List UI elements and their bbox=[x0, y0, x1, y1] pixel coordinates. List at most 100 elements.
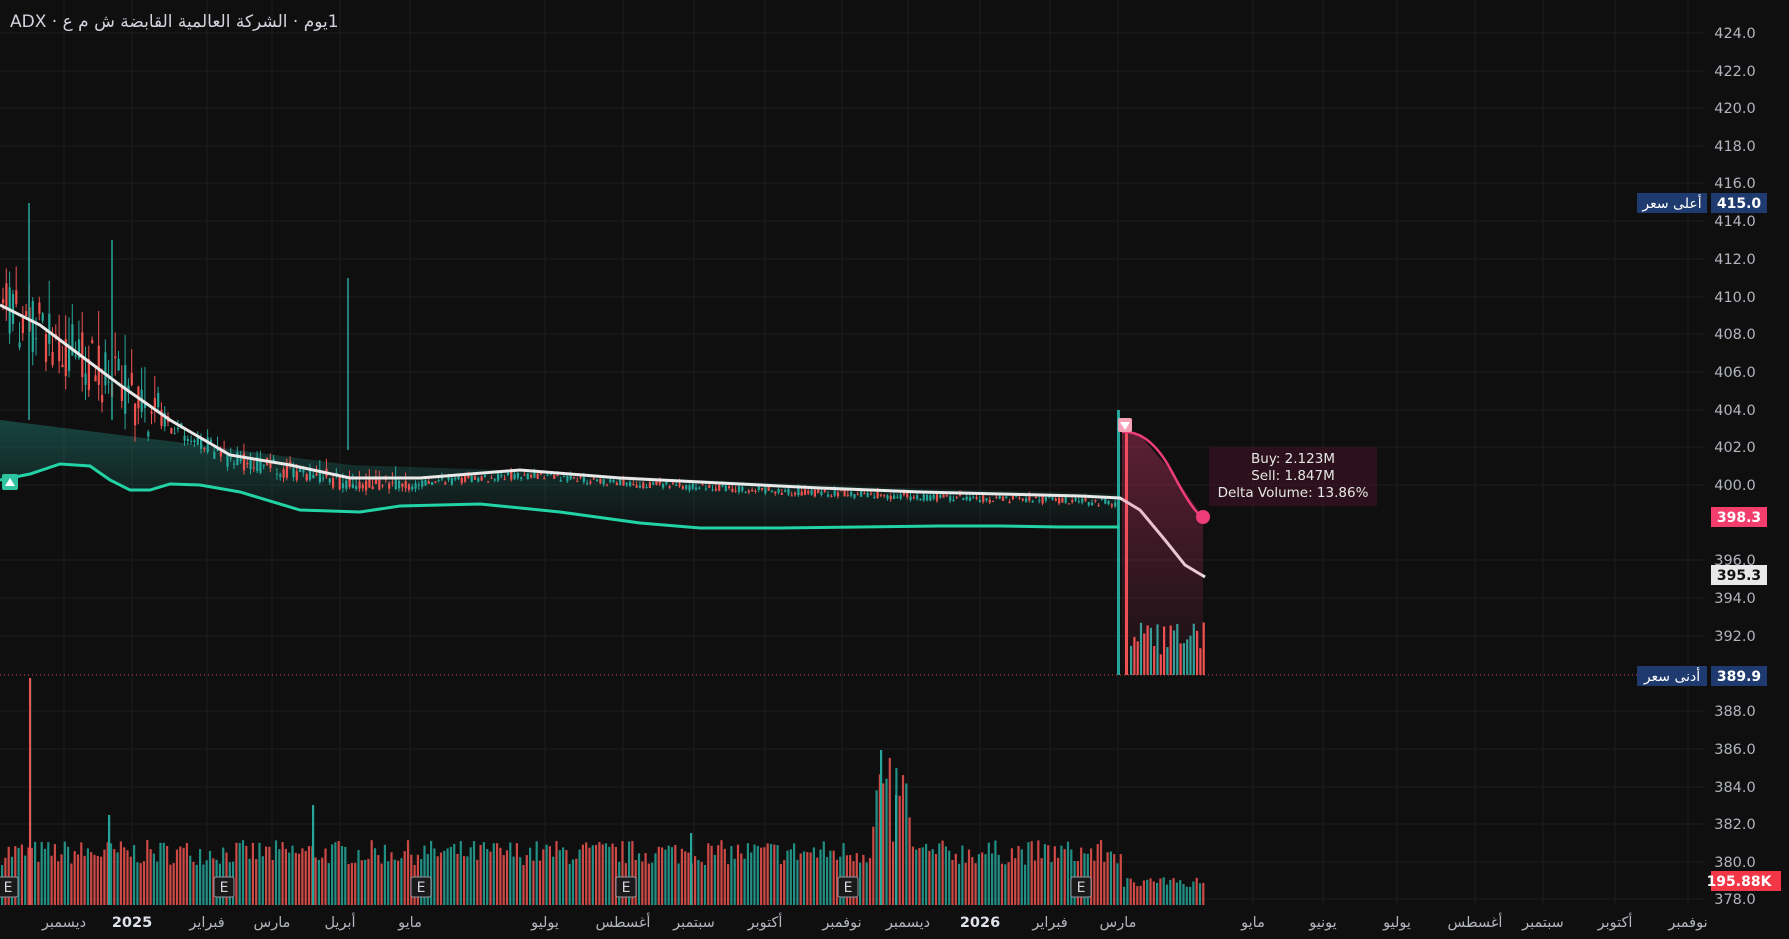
volume-bar bbox=[113, 849, 116, 905]
volume-bar bbox=[703, 865, 707, 905]
candle-body bbox=[563, 476, 566, 478]
volume-bar bbox=[1169, 879, 1172, 905]
candle-body bbox=[556, 474, 559, 476]
volume-bar bbox=[1103, 861, 1106, 905]
volume-bar bbox=[119, 841, 122, 905]
volume-bar bbox=[868, 858, 872, 905]
candle-body bbox=[513, 474, 516, 479]
candle-body bbox=[35, 338, 38, 340]
candle-body bbox=[780, 493, 783, 495]
candle-body bbox=[698, 487, 701, 489]
candle-body bbox=[120, 387, 123, 401]
volume-bar bbox=[314, 857, 317, 905]
volume-bar bbox=[552, 856, 555, 905]
time-tick-label: مايو bbox=[397, 915, 422, 931]
time-tick-label: مارس bbox=[254, 915, 291, 931]
volume-bar bbox=[997, 854, 1000, 905]
volume-bar bbox=[169, 864, 172, 905]
candle-body bbox=[823, 489, 826, 492]
candle-body bbox=[893, 495, 896, 499]
candle-body bbox=[305, 474, 308, 481]
candle-body bbox=[572, 477, 576, 479]
chart-header[interactable]: ADX · الشركة العالمية القابضة ش م ع · 1ي… bbox=[10, 12, 339, 32]
volume-bar bbox=[123, 847, 126, 905]
tooltip-delta: Delta Volume: 13.86% bbox=[1217, 485, 1369, 501]
time-tick-label: ديسمبر bbox=[41, 915, 86, 931]
candle-body bbox=[704, 488, 708, 490]
volume-bar bbox=[1020, 849, 1023, 905]
volume-bar bbox=[944, 846, 947, 905]
candle-body bbox=[71, 324, 74, 356]
candle-body bbox=[807, 491, 810, 494]
candle-body bbox=[242, 453, 246, 471]
candle-body bbox=[318, 469, 321, 482]
price-labels: أعلى سعر 415.0 أدنى سعر 389.9 398.3 395.3 195.… bbox=[1637, 193, 1781, 891]
candle-body bbox=[876, 491, 879, 498]
candle-body bbox=[510, 471, 513, 480]
candle-body bbox=[846, 494, 849, 496]
volume-bar bbox=[1195, 877, 1198, 905]
candle-body bbox=[975, 497, 978, 499]
candle-body bbox=[87, 359, 90, 391]
volume-bar bbox=[103, 849, 106, 905]
volume-bar bbox=[139, 863, 142, 905]
volume-bar bbox=[1182, 884, 1185, 905]
candle-body bbox=[1025, 498, 1028, 502]
candle-body bbox=[787, 488, 790, 495]
volume-bar bbox=[931, 849, 934, 905]
volume-bar bbox=[707, 843, 710, 905]
candle-body bbox=[566, 476, 569, 482]
volume-bar bbox=[783, 860, 786, 905]
price-tick-label: 386.0 bbox=[1714, 742, 1756, 758]
volume-bar bbox=[146, 840, 149, 905]
volume-bar bbox=[1063, 849, 1066, 905]
candle-body bbox=[114, 356, 117, 359]
candle-body bbox=[374, 476, 378, 484]
volume-bar bbox=[835, 859, 839, 905]
candle-body bbox=[1061, 498, 1064, 503]
candle-body bbox=[853, 494, 856, 498]
candle-body bbox=[15, 290, 18, 305]
candle-body bbox=[213, 451, 216, 459]
candle-body bbox=[186, 439, 189, 442]
time-axis[interactable]: ديسمبر 2025 فبراير مارس أبريل مايو يوليو أغسطس س… bbox=[41, 912, 1708, 931]
volume-bar bbox=[1027, 842, 1030, 905]
candle-body bbox=[404, 481, 407, 489]
candle-body bbox=[777, 488, 780, 493]
candle-body bbox=[737, 485, 741, 492]
volume-bar bbox=[872, 826, 875, 905]
volume-bar bbox=[463, 856, 466, 905]
volume-bar bbox=[670, 847, 674, 905]
volume-bar bbox=[469, 847, 472, 905]
volume-bar bbox=[149, 849, 152, 905]
time-tick-label: أغسطس bbox=[596, 912, 651, 931]
volume-bar bbox=[562, 847, 565, 905]
volume-bar bbox=[354, 862, 357, 905]
time-tick-label: مايو bbox=[1240, 915, 1265, 931]
volume-bar bbox=[24, 855, 27, 905]
tooltip-sell: Sell: 1.847M bbox=[1251, 468, 1335, 484]
candle-body bbox=[1011, 495, 1014, 500]
volume-bar bbox=[733, 858, 736, 905]
candle-body bbox=[836, 492, 840, 497]
volume-bar bbox=[27, 847, 30, 905]
volume-bar bbox=[789, 849, 792, 905]
volume-bar bbox=[479, 845, 482, 905]
volume-bar bbox=[212, 858, 215, 905]
earnings-marker bbox=[837, 876, 859, 898]
price-axis[interactable]: 424.0 422.0 420.0 418.0 416.0 414.0 412.0 410.0… bbox=[1714, 26, 1756, 908]
candle-body bbox=[906, 493, 909, 498]
volume-bar bbox=[205, 860, 208, 905]
candle-body bbox=[691, 484, 694, 489]
volume-bar bbox=[1037, 840, 1040, 905]
volume-bar bbox=[142, 861, 146, 905]
volume-bar bbox=[1024, 864, 1027, 905]
candle-body bbox=[77, 339, 81, 359]
volume-bar bbox=[604, 843, 608, 905]
candle-body bbox=[308, 469, 312, 480]
candle-body bbox=[312, 474, 315, 478]
candle-body bbox=[493, 479, 496, 481]
volume-bar bbox=[57, 861, 60, 905]
candle-body bbox=[272, 459, 275, 462]
